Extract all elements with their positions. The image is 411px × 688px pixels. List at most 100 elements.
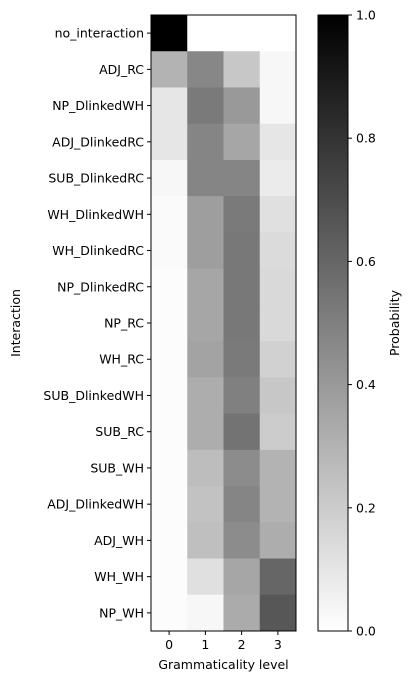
heatmap-cell xyxy=(151,413,188,451)
y-tick-label: WH_WH xyxy=(94,569,144,584)
heatmap-cell xyxy=(259,159,297,197)
y-axis-label: Interaction xyxy=(8,289,23,357)
y-tick-label: WH_DlinkedWH xyxy=(47,207,144,222)
heatmap-cell xyxy=(223,51,261,88)
heatmap-cell xyxy=(187,449,224,487)
heatmap-cell xyxy=(151,268,188,306)
heatmap-cell xyxy=(223,123,261,161)
heatmap-cell xyxy=(151,558,188,596)
y-tick-label: NP_DlinkedWH xyxy=(52,98,144,113)
heatmap-cell xyxy=(223,87,261,125)
heatmap-cell xyxy=(151,87,188,125)
heatmap-cell xyxy=(259,304,297,342)
y-tick-label: ADJ_WH xyxy=(94,533,144,548)
heatmap-cell xyxy=(187,377,224,414)
heatmap-cell xyxy=(187,594,224,632)
y-tick-label: ADJ_RC xyxy=(99,62,144,77)
x-axis-label: Grammaticality level xyxy=(158,657,288,672)
heatmap-cell xyxy=(259,413,297,451)
colorbar-tick-label: 0.4 xyxy=(356,377,376,392)
heatmap-cell xyxy=(151,341,188,378)
heatmap-cell xyxy=(187,123,224,161)
heatmap-cell xyxy=(151,159,188,197)
heatmap-cell xyxy=(259,377,297,414)
y-tick-label: SUB_DlinkedWH xyxy=(43,388,144,403)
heatmap-cell xyxy=(151,449,188,487)
y-tick-label: NP_WH xyxy=(99,605,144,620)
heatmap-cell xyxy=(259,51,297,88)
heatmap-cell xyxy=(187,341,224,378)
heatmap-cell xyxy=(151,486,188,523)
heatmap-cell xyxy=(151,594,188,632)
heatmap-cell xyxy=(259,268,297,306)
y-tick-label: SUB_DlinkedRC xyxy=(48,171,144,186)
x-tick-label: 2 xyxy=(238,637,246,652)
heatmap-cell xyxy=(223,268,261,306)
heatmap-cell xyxy=(259,232,297,270)
y-tick-label: WH_RC xyxy=(99,352,144,367)
x-tick-label: 1 xyxy=(201,637,209,652)
colorbar-tick-label: 0.8 xyxy=(356,131,376,146)
heatmap-cell xyxy=(151,51,188,88)
heatmap-cell xyxy=(187,304,224,342)
heatmap-cell xyxy=(151,196,188,233)
heatmap-cell xyxy=(259,449,297,487)
heatmap-cell xyxy=(259,486,297,523)
x-axis: 0 1 2 3 xyxy=(165,631,282,652)
heatmap-cell xyxy=(151,304,188,342)
heatmap-cell xyxy=(187,51,224,88)
heatmap-cell xyxy=(187,413,224,451)
heatmap-cell xyxy=(259,522,297,559)
heatmap-cell xyxy=(223,558,261,596)
heatmap-cell xyxy=(187,232,224,270)
x-tick-label: 3 xyxy=(274,637,282,652)
heatmap-cell xyxy=(223,304,261,342)
heatmap-cell xyxy=(151,123,188,161)
heatmap-cell xyxy=(223,159,261,197)
heatmap-cell xyxy=(259,87,297,125)
y-tick-label: ADJ_DlinkedWH xyxy=(47,497,144,512)
colorbar-tick-label: 0.0 xyxy=(356,624,376,639)
y-tick-label: ADJ_DlinkedRC xyxy=(52,134,144,149)
heatmap-cell xyxy=(187,159,224,197)
heatmap-cell xyxy=(223,232,261,270)
heatmap-cell xyxy=(223,15,261,52)
heatmap-cell xyxy=(187,522,224,559)
heatmap-cell xyxy=(259,594,297,632)
heatmap-cell xyxy=(223,341,261,378)
heatmap-cell xyxy=(223,522,261,559)
colorbar-tick-label: 0.2 xyxy=(356,500,376,515)
heatmap-cell xyxy=(187,558,224,596)
heatmap-cell xyxy=(223,449,261,487)
heatmap-cell xyxy=(187,486,224,523)
heatmap-cell xyxy=(259,558,297,596)
heatmap-cell xyxy=(151,377,188,414)
heatmap-cell xyxy=(151,522,188,559)
heatmap-cell xyxy=(259,15,297,52)
y-axis: no_interaction ADJ_RC NP_DlinkedWH ADJ_Dlin… xyxy=(43,26,151,620)
colorbar-tick-label: 1.0 xyxy=(356,8,376,23)
heatmap-cell xyxy=(151,15,188,52)
heatmap-cell xyxy=(259,341,297,378)
heatmap-cell xyxy=(151,232,188,270)
heatmap-cell xyxy=(223,196,261,233)
colorbar-label: Probability xyxy=(387,289,402,356)
x-tick-label: 0 xyxy=(165,637,173,652)
heatmap-cell xyxy=(187,87,224,125)
heatmap-cell xyxy=(259,196,297,233)
heatmap-cells xyxy=(151,15,297,632)
colorbar-axis: 0.0 0.2 0.4 0.6 0.8 1.0 xyxy=(348,8,376,639)
heatmap-cell xyxy=(187,268,224,306)
y-tick-label: NP_DlinkedRC xyxy=(57,279,144,294)
heatmap-cell xyxy=(187,196,224,233)
y-tick-label: no_interaction xyxy=(55,26,144,41)
heatmap-cell xyxy=(259,123,297,161)
heatmap-cell xyxy=(223,594,261,632)
y-tick-label: WH_DlinkedRC xyxy=(52,243,144,258)
heatmap-cell xyxy=(187,15,224,52)
y-tick-label: SUB_RC xyxy=(95,424,144,439)
heatmap-cell xyxy=(223,413,261,451)
y-tick-label: SUB_WH xyxy=(90,460,144,475)
colorbar xyxy=(317,14,349,632)
